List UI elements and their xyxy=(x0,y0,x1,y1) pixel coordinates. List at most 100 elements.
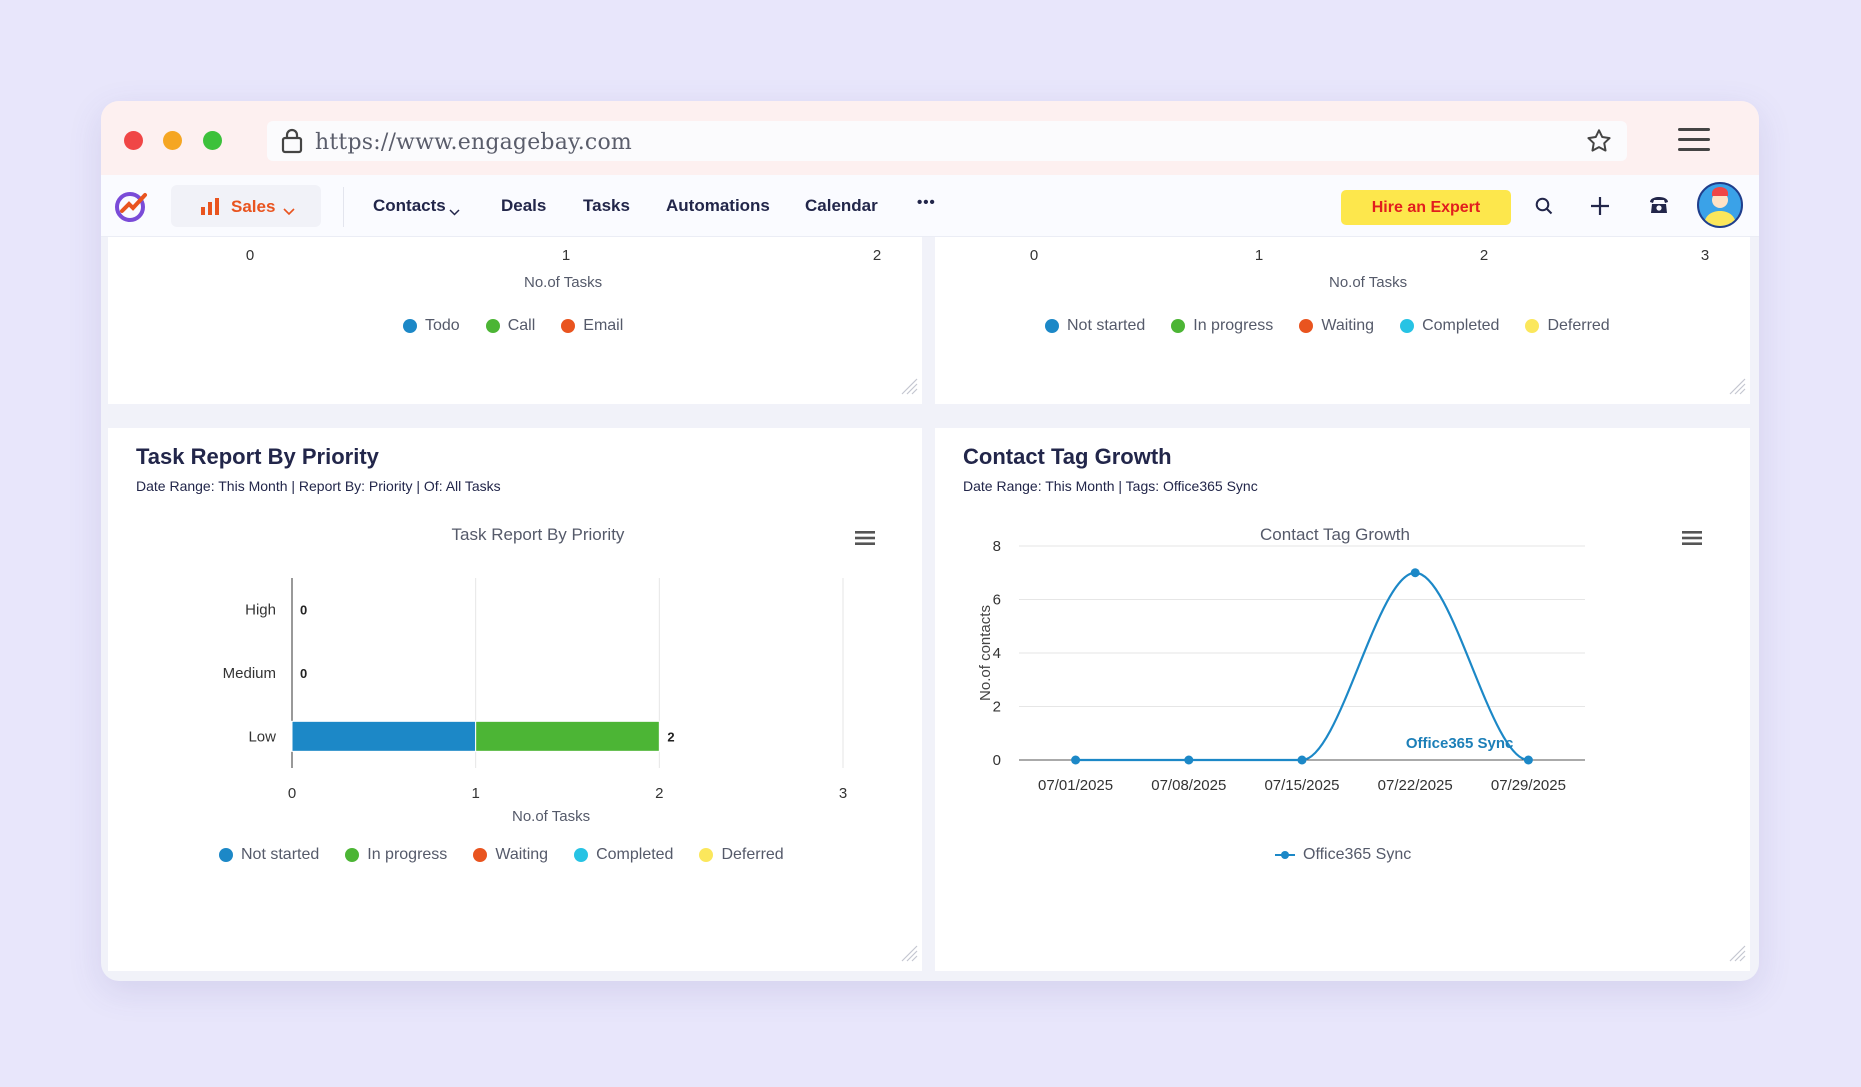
x-axis-label: No.of Tasks xyxy=(512,808,591,825)
chart-title: Contact Tag Growth xyxy=(1260,525,1410,544)
phone-icon[interactable] xyxy=(1648,195,1670,220)
x-tick: 07/08/2025 xyxy=(1151,777,1226,794)
x-tick: 1 xyxy=(1254,247,1264,264)
x-tick: 2 xyxy=(1479,247,1489,264)
bar-segment xyxy=(291,720,477,752)
legend-item-todo[interactable]: Todo xyxy=(403,317,460,335)
hire-expert-button[interactable]: Hire an Expert xyxy=(1341,190,1511,225)
panel-subtitle: Date Range: This Month | Tags: Office365… xyxy=(963,478,1258,494)
legend-item-call[interactable]: Call xyxy=(485,317,535,335)
sales-label: Sales xyxy=(231,197,276,216)
resize-handle-icon[interactable] xyxy=(900,377,918,400)
nav-calendar[interactable]: Calendar xyxy=(805,196,878,215)
series-annotation: Office365 Sync xyxy=(1406,735,1514,752)
nav-more[interactable]: ••• xyxy=(917,194,936,211)
contact-tag-growth-panel: Contact Tag Growth Date Range: This Mont… xyxy=(935,428,1750,971)
y-category-label: Medium xyxy=(223,665,276,682)
x-tick: 3 xyxy=(839,785,847,802)
data-point xyxy=(1071,755,1081,765)
y-axis-label: No.of contacts xyxy=(977,605,994,701)
chart-menu-icon[interactable] xyxy=(1682,530,1702,551)
panel-subtitle: Date Range: This Month | Report By: Prio… xyxy=(136,478,501,494)
browser-titlebar: https://www.engagebay.com xyxy=(101,101,1759,175)
sales-module-switcher[interactable]: Sales xyxy=(171,185,321,227)
panel-title: Task Report By Priority xyxy=(136,444,379,469)
legend-item-email[interactable]: Email xyxy=(561,317,623,335)
data-point xyxy=(1184,755,1194,765)
x-tick: 07/15/2025 xyxy=(1264,777,1339,794)
chart-menu-icon[interactable] xyxy=(855,530,875,551)
legend-item-office365-sync[interactable]: Office365 Sync xyxy=(1275,846,1411,864)
x-tick: 2 xyxy=(655,785,663,802)
legend-item-in-progress[interactable]: In progress xyxy=(345,846,447,864)
x-tick: 1 xyxy=(471,785,479,802)
x-tick: 0 xyxy=(245,247,255,264)
legend-item-completed[interactable]: Completed xyxy=(1400,317,1499,335)
data-point xyxy=(1410,568,1420,578)
browser-menu-icon[interactable] xyxy=(1678,127,1710,158)
tag-growth-line-chart: 0 2 4 6 8 No.of contacts 07/01/2025 07/08/2025 0… xyxy=(977,538,1585,794)
x-tick: 2 xyxy=(872,247,882,264)
address-bar[interactable]: https://www.engagebay.com xyxy=(267,121,1627,161)
bar-segment xyxy=(475,720,660,752)
lock-icon xyxy=(281,128,303,159)
minimize-window-button[interactable] xyxy=(163,131,182,150)
task-status-panel: 0 1 2 3 No.of Tasks Not started In progr… xyxy=(935,237,1750,404)
data-point xyxy=(1297,755,1307,765)
activity-type-panel: 0 1 2 No.of Tasks Todo Call Email xyxy=(108,237,922,404)
x-tick: 0 xyxy=(1029,247,1039,264)
legend-item-not-started[interactable]: Not started xyxy=(1045,317,1145,335)
x-tick: 1 xyxy=(561,247,571,264)
nav-deals[interactable]: Deals xyxy=(501,196,547,215)
priority-bar-chart: 0 1 2 3 High 0 Medium 0 Low 2 xyxy=(223,578,847,802)
bar-chart-icon xyxy=(201,198,221,220)
nav-automations[interactable]: Automations xyxy=(666,196,770,215)
x-tick: 0 xyxy=(288,785,296,802)
y-category-label: Low xyxy=(248,728,276,745)
legend-item-in-progress[interactable]: In progress xyxy=(1171,317,1273,335)
chart-legend: Not started In progress Waiting Complete… xyxy=(1045,317,1610,335)
data-label: 0 xyxy=(300,603,307,618)
nav-tasks[interactable]: Tasks xyxy=(583,196,630,215)
resize-handle-icon[interactable] xyxy=(1728,944,1746,967)
data-label: 2 xyxy=(667,729,674,744)
search-icon[interactable] xyxy=(1535,197,1553,220)
nav-contacts[interactable]: Contacts xyxy=(373,196,446,215)
chart-legend: Todo Call Email xyxy=(403,317,623,335)
chart-legend: Office365 Sync xyxy=(1275,846,1411,864)
data-point xyxy=(1523,755,1533,765)
panel-title: Contact Tag Growth xyxy=(963,444,1172,469)
bookmark-star-icon[interactable] xyxy=(1585,127,1613,160)
y-tick: 6 xyxy=(993,592,1001,609)
chevron-down-icon xyxy=(283,203,295,221)
y-tick: 2 xyxy=(993,699,1001,716)
y-tick: 0 xyxy=(993,752,1001,769)
x-tick: 07/22/2025 xyxy=(1378,777,1453,794)
x-axis-label: No.of Tasks xyxy=(524,274,603,291)
y-category-label: High xyxy=(245,602,276,619)
y-tick: 8 xyxy=(993,538,1001,555)
legend-item-deferred[interactable]: Deferred xyxy=(699,846,784,864)
browser-window: https://www.engagebay.com Sales Contacts xyxy=(101,101,1759,981)
close-window-button[interactable] xyxy=(124,131,143,150)
series-line xyxy=(1075,571,1529,762)
engagebay-logo-icon[interactable] xyxy=(113,187,151,230)
legend-item-not-started[interactable]: Not started xyxy=(219,846,319,864)
add-icon[interactable] xyxy=(1590,196,1610,221)
x-axis-label: No.of Tasks xyxy=(1329,274,1408,291)
chart-legend: Not started In progress Waiting Complete… xyxy=(219,846,784,864)
maximize-window-button[interactable] xyxy=(203,131,222,150)
resize-handle-icon[interactable] xyxy=(1728,377,1746,400)
legend-item-completed[interactable]: Completed xyxy=(574,846,673,864)
user-avatar[interactable] xyxy=(1697,182,1743,228)
legend-item-waiting[interactable]: Waiting xyxy=(1299,317,1374,335)
task-priority-panel: Task Report By Priority Date Range: This… xyxy=(108,428,922,971)
legend-item-deferred[interactable]: Deferred xyxy=(1525,317,1610,335)
y-tick: 4 xyxy=(993,645,1001,662)
nav-divider xyxy=(343,187,344,227)
x-tick: 07/29/2025 xyxy=(1491,777,1566,794)
resize-handle-icon[interactable] xyxy=(900,944,918,967)
app-navbar: Sales Contacts Deals Tasks Automations C… xyxy=(101,175,1759,237)
url-text: https://www.engagebay.com xyxy=(315,130,632,155)
legend-item-waiting[interactable]: Waiting xyxy=(473,846,548,864)
